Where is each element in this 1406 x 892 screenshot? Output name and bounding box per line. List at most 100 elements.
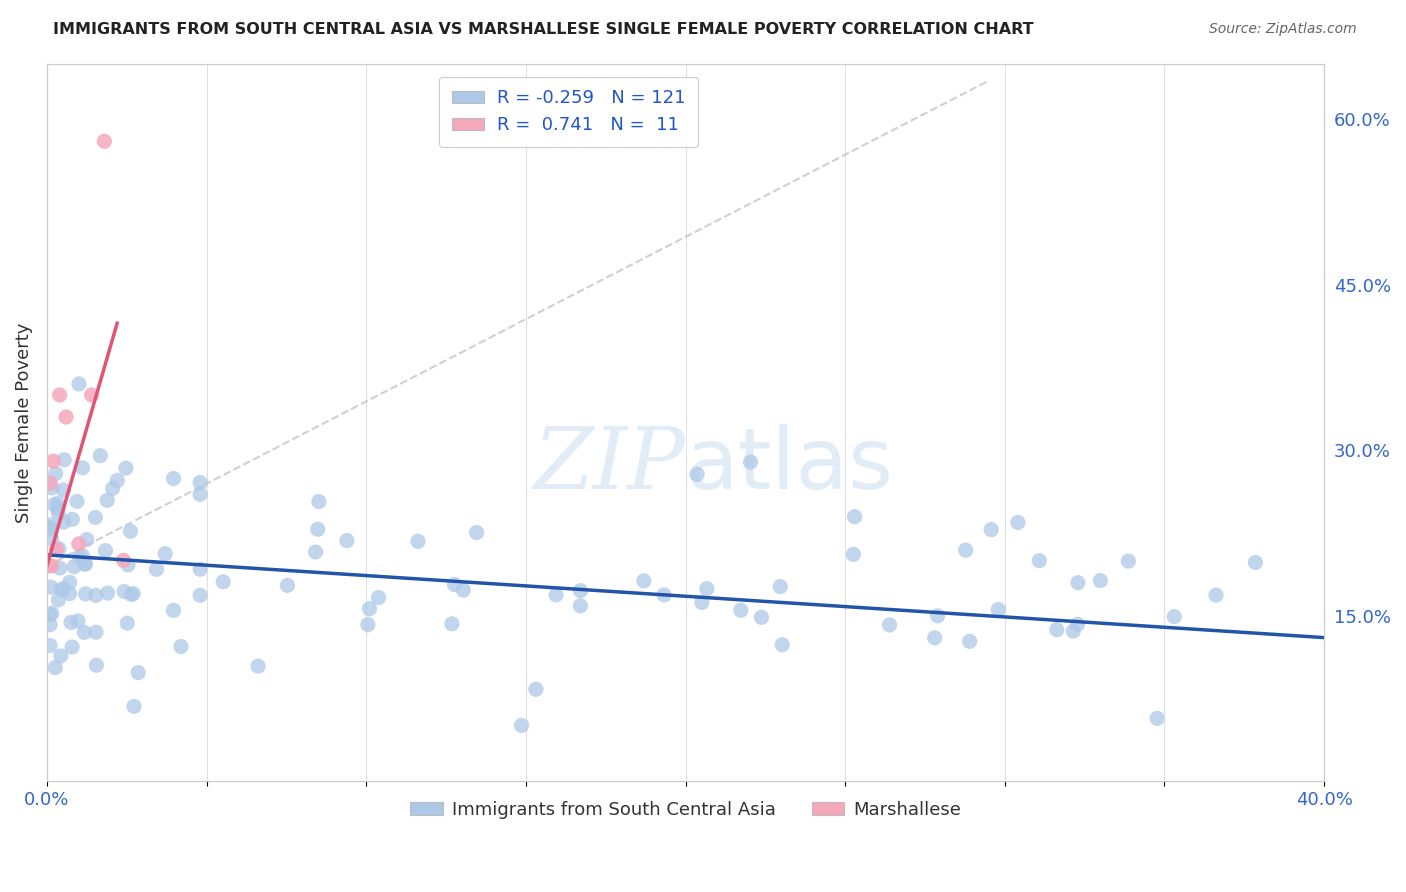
Point [75,557,97,571]
Point [546,588,568,602]
Point [443,577,465,591]
Point [1146,711,1168,725]
Point [980,523,1002,537]
Legend: Immigrants from South Central Asia, Marshallese: Immigrants from South Central Asia, Mars… [404,793,969,826]
Point [52,515,75,529]
Point [49,648,72,663]
Point [52,483,75,497]
Point [41,532,63,546]
Point [844,509,866,524]
Point [406,534,429,549]
Point [955,543,977,558]
Point [96,493,118,508]
Point [75,557,97,571]
Point [633,574,655,588]
Point [72,549,94,563]
Point [66,494,89,508]
Point [73,625,96,640]
Point [48,561,70,575]
Point [84,589,107,603]
Point [1163,609,1185,624]
Point [188,475,211,490]
Point [569,583,592,598]
Point [39,617,62,632]
Point [1067,575,1090,590]
Point [89,449,111,463]
Point [987,602,1010,616]
Point [41,607,63,621]
Point [39,639,62,653]
Point [1007,516,1029,530]
Point [1118,554,1140,568]
Point [924,631,946,645]
Point [46,501,69,516]
Point [122,699,145,714]
Point [51,582,73,597]
Point [45,542,67,557]
Point [60,512,83,526]
Point [730,603,752,617]
Point [39,520,62,534]
Point [162,603,184,617]
Point [120,587,142,601]
Point [94,543,117,558]
Point [75,587,97,601]
Point [86,658,108,673]
Point [155,547,177,561]
Point [652,588,675,602]
Point [769,580,792,594]
Point [453,582,475,597]
Point [740,455,762,469]
Point [696,582,718,596]
Point [440,616,463,631]
Point [72,460,94,475]
Point [59,615,82,630]
Point [1046,623,1069,637]
Point [524,682,547,697]
Point [84,625,107,640]
Point [41,481,63,495]
Point [48,541,70,556]
Point [842,547,865,561]
Point [115,461,138,475]
Point [117,616,139,631]
Point [120,524,142,539]
Point [770,638,793,652]
Point [122,587,145,601]
Text: IMMIGRANTS FROM SOUTH CENTRAL ASIA VS MARSHALLESE SINGLE FEMALE POVERTY CORRELAT: IMMIGRANTS FROM SOUTH CENTRAL ASIA VS MA… [53,22,1033,37]
Point [93,134,115,148]
Point [690,595,713,609]
Point [1090,574,1112,588]
Point [60,640,83,654]
Point [117,558,139,572]
Point [879,618,901,632]
Point [308,494,330,508]
Point [46,496,69,510]
Point [959,634,981,648]
Point [45,467,67,481]
Point [1244,556,1267,570]
Point [1066,617,1088,632]
Point [307,522,329,536]
Point [58,575,80,590]
Point [170,640,193,654]
Point [39,476,62,491]
Point [112,584,135,599]
Point [84,510,107,524]
Point [127,665,149,680]
Point [188,487,211,501]
Point [39,522,62,536]
Text: Source: ZipAtlas.com: Source: ZipAtlas.com [1209,22,1357,37]
Point [927,608,949,623]
Point [359,601,381,615]
Point [42,454,65,468]
Point [145,562,167,576]
Point [247,659,270,673]
Point [97,586,120,600]
Point [44,498,66,512]
Point [67,537,90,551]
Point [52,582,75,596]
Point [46,506,69,520]
Point [188,588,211,602]
Point [46,593,69,607]
